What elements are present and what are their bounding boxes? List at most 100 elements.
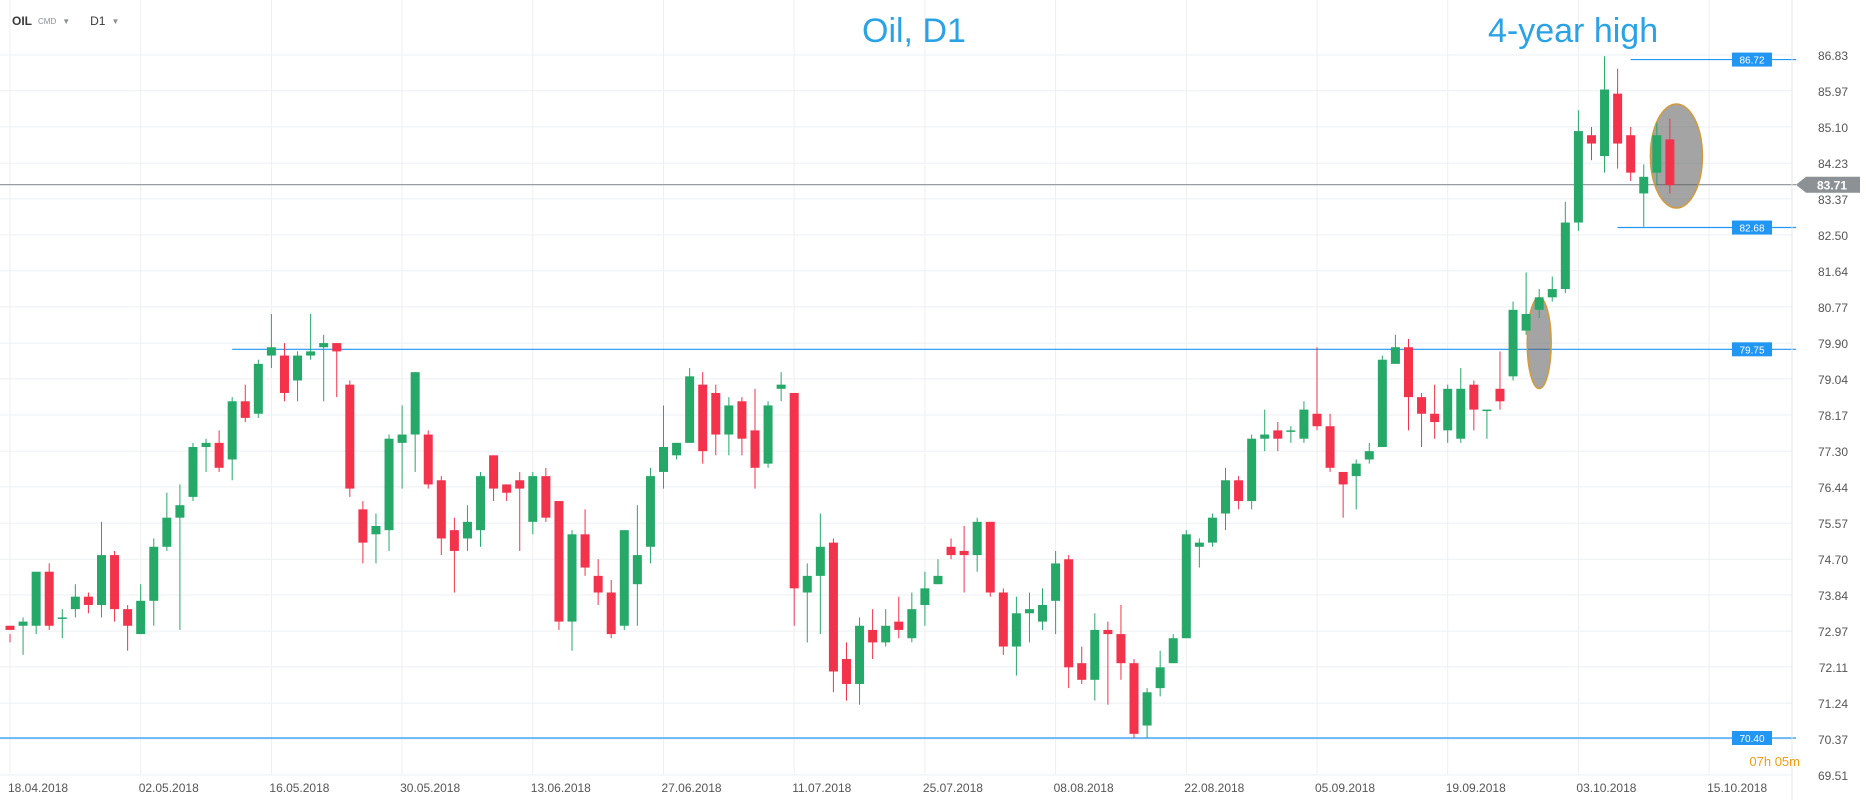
price-labels: 86.72 82.68 79.75 70.40 83.71 [1732, 52, 1860, 746]
candle-body [1207, 517, 1217, 543]
candle-body [1390, 347, 1400, 364]
y-tick-label: 79.04 [1818, 373, 1848, 387]
x-tick-label: 18.04.2018 [8, 781, 68, 795]
candle-body [1403, 347, 1413, 398]
candle-body [672, 442, 682, 456]
candle-body [1260, 434, 1270, 439]
highlight-ellipses [1526, 103, 1704, 390]
y-tick-label: 72.11 [1819, 661, 1848, 675]
symbol-label[interactable]: OIL [12, 14, 32, 28]
candle-body [1286, 430, 1296, 432]
y-tick-label: 75.57 [1818, 517, 1848, 531]
candle-body [1129, 663, 1139, 734]
candle-body [776, 384, 786, 389]
candle-body [1521, 313, 1531, 331]
timeframe-label[interactable]: D1 [90, 14, 106, 28]
level-lines [0, 58, 1796, 739]
candle-body [1024, 609, 1034, 614]
candle-body [763, 405, 773, 464]
y-tick-label: 82.50 [1818, 229, 1848, 243]
candle-body [528, 476, 538, 522]
candle-body [985, 521, 995, 593]
candle-body [685, 376, 695, 443]
candle-body [828, 542, 838, 672]
chevron-down-icon[interactable]: ▼ [111, 16, 120, 26]
x-tick-label: 30.05.2018 [400, 781, 460, 795]
y-tick-label: 76.44 [1818, 481, 1848, 495]
x-tick-label: 25.07.2018 [923, 781, 983, 795]
candle-body [1469, 384, 1479, 410]
x-tick-label: 05.09.2018 [1315, 781, 1375, 795]
candle-body [998, 592, 1008, 647]
candle-body [1652, 135, 1662, 173]
candle-body [1351, 463, 1361, 477]
candle-body [188, 447, 198, 497]
candle-body [541, 476, 551, 518]
y-tick-label: 77.30 [1818, 445, 1848, 459]
candle-body [57, 617, 67, 619]
candle-body [1142, 692, 1152, 726]
candle-body [1064, 559, 1074, 668]
candle-body [397, 434, 407, 443]
candle-body [1077, 663, 1087, 680]
candle-body [5, 625, 15, 630]
candle-body [266, 347, 276, 356]
candle-body [1194, 542, 1204, 547]
candle-body [1573, 131, 1583, 223]
countdown-m-unit: m [1789, 754, 1800, 769]
candle-body [724, 405, 734, 435]
level-tag-label: 86.72 [1739, 56, 1764, 67]
candle-body [1221, 480, 1231, 514]
candle-body [1299, 409, 1309, 439]
candle-body [214, 442, 224, 468]
candle-body [1051, 563, 1061, 601]
candle-body [162, 517, 172, 547]
candle-body [201, 442, 211, 448]
candle-body [750, 430, 760, 468]
x-tick-label: 11.07.2018 [792, 781, 851, 795]
candle-body [1547, 289, 1557, 298]
level-tag [1732, 220, 1772, 235]
candle-body [515, 480, 525, 489]
candle-body [1534, 297, 1544, 310]
candle-body [1155, 667, 1165, 689]
level-tag [1732, 731, 1772, 746]
candle-body [645, 476, 655, 547]
candle-body [1181, 534, 1191, 639]
chevron-down-icon[interactable]: ▼ [62, 16, 71, 26]
level-tag-label: 79.75 [1739, 345, 1764, 356]
candle-body [253, 363, 263, 414]
y-tick-label: 84.23 [1818, 157, 1848, 171]
candle-body [632, 555, 642, 585]
candle-body [920, 588, 930, 605]
chart-axes: 86.83 85.97 85.10 84.23 83.37 82.50 81.64 80.77… [8, 0, 1848, 800]
level-tag-label: 70.40 [1739, 734, 1764, 745]
level-tag [1732, 52, 1772, 67]
candle-body [358, 509, 368, 543]
candle-body [136, 600, 146, 635]
candle-body [1312, 413, 1322, 427]
candle-body [1482, 409, 1492, 412]
candle-body [449, 530, 459, 551]
candle-body [855, 625, 865, 684]
y-tick-label: 72.97 [1818, 625, 1848, 639]
candle-body [476, 476, 486, 531]
candle-body [123, 609, 133, 626]
y-tick-label: 71.24 [1818, 697, 1848, 711]
candle-body [554, 501, 564, 622]
candle-body [815, 546, 825, 576]
candle-body [1168, 638, 1178, 664]
x-tick-label: 13.06.2018 [531, 781, 591, 795]
candle-body [70, 596, 80, 610]
candle-body [659, 447, 668, 472]
current-price-tag [1796, 176, 1860, 193]
candle-body [44, 571, 54, 626]
candle-body [894, 621, 904, 630]
candle-body [1456, 388, 1466, 439]
x-tick-label: 16.05.2018 [269, 781, 329, 795]
candle-body [1417, 397, 1427, 414]
candle-body [1364, 451, 1374, 460]
candle-body [306, 351, 316, 356]
candle-body [802, 575, 812, 593]
